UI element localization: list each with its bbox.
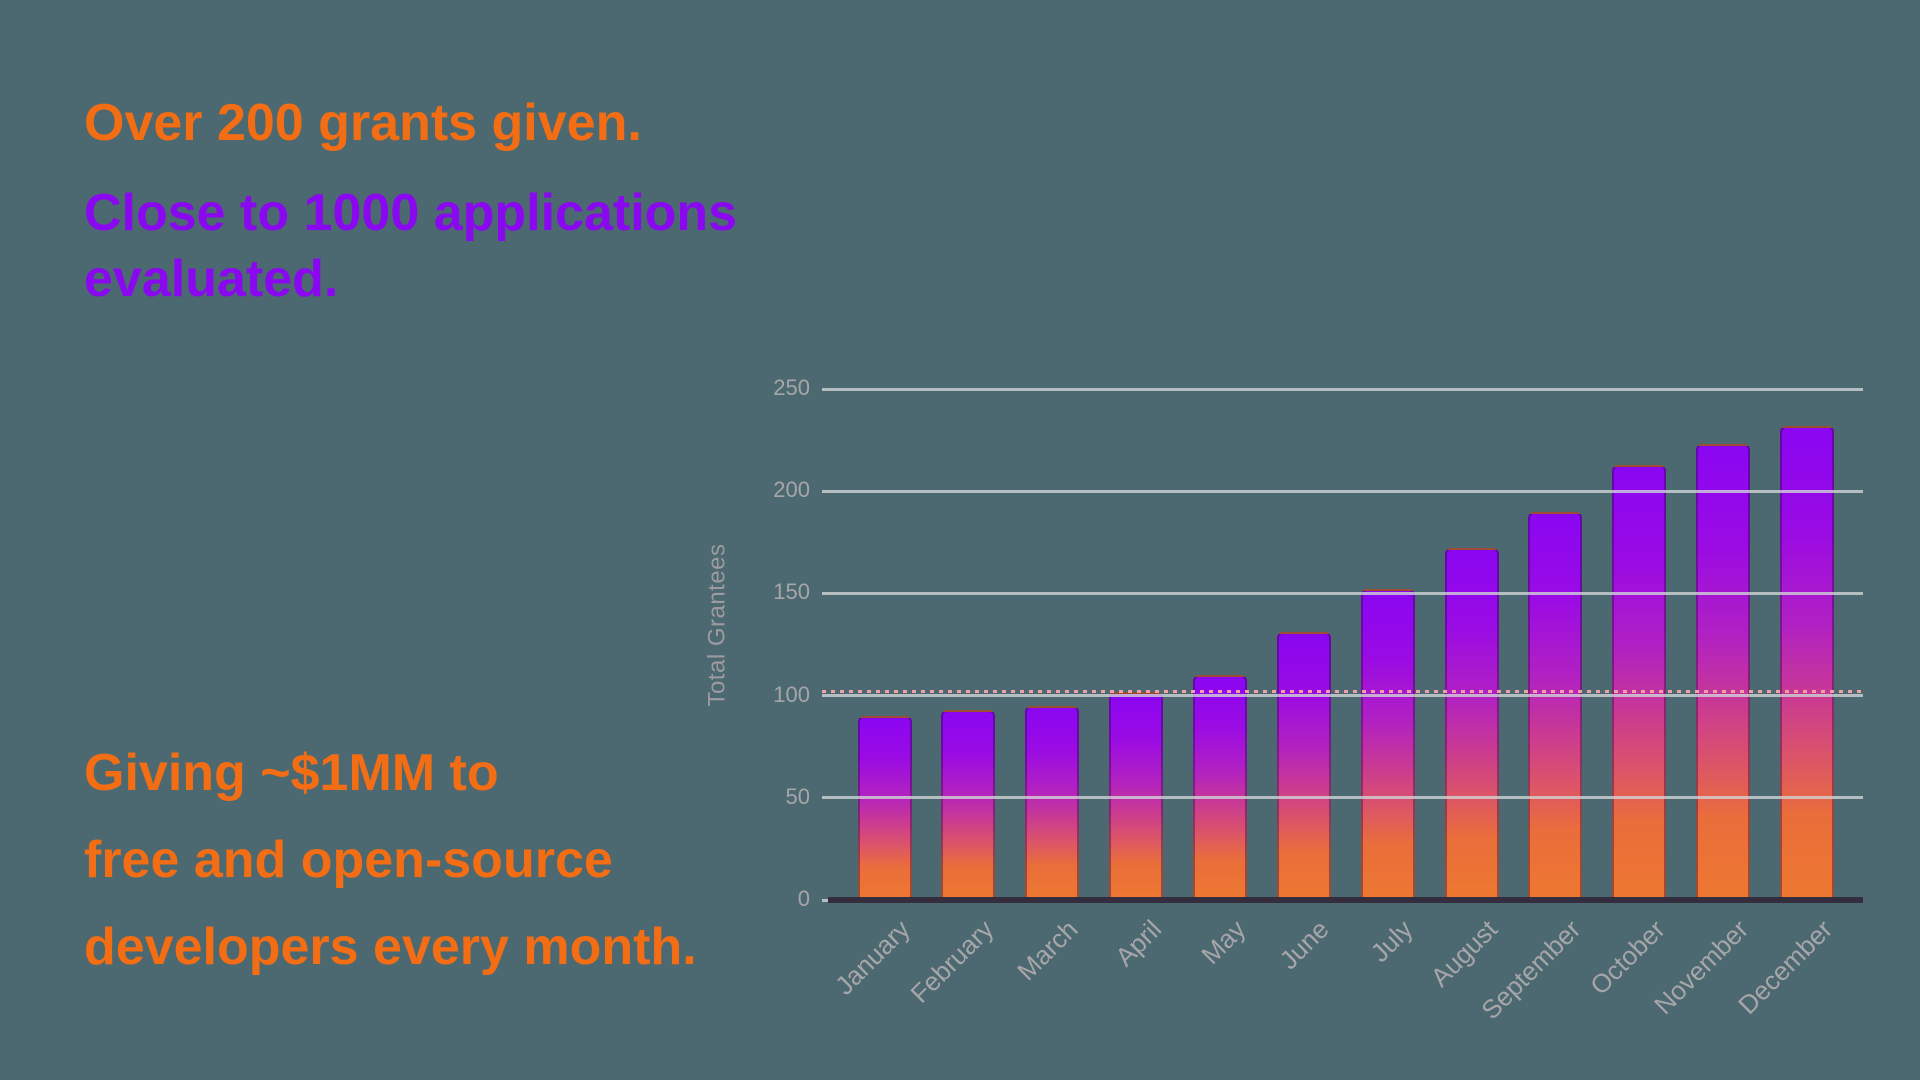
x-label-august: August [1424,914,1503,993]
x-label-april: April [1109,914,1168,972]
gridline-200 [822,489,1863,493]
x-label-march: March [1011,914,1084,987]
total-grantees-bar-chart: Total Grantees 0 50 100 150 200 250 January Feb… [704,350,1863,1025]
headline-giving-line2: free and open-source [84,831,613,889]
headline-giving-line3: developers every month. [84,918,697,976]
y-tick-50: 50 [785,783,810,809]
headline-giving: Giving ~$1MM to free and open-source dev… [84,730,697,991]
bar-october [1612,464,1667,900]
y-axis-tick-0 [822,898,832,902]
gridline-250 [822,387,1863,391]
bar-may [1192,675,1247,900]
headline-grants: Over 200 grants given. [84,94,642,152]
bar-january [857,716,912,900]
bar-march [1025,705,1080,900]
y-tick-250: 250 [773,375,810,400]
x-label-may: May [1195,914,1252,970]
y-tick-100: 100 [773,681,810,707]
bar-april [1109,691,1164,900]
bar-december [1779,425,1834,900]
x-axis-line [828,897,1863,903]
headline-giving-line1: Giving ~$1MM to [84,744,499,802]
bar-september [1528,511,1583,900]
headline-applications: Close to 1000 applications evaluated. [84,180,737,312]
bar-february [941,709,996,900]
y-axis-title-text: Total Grantees [704,543,731,707]
headline-applications-line2: evaluated. [84,250,339,308]
bar-june [1276,632,1331,900]
bar-november [1696,444,1751,900]
headline-applications-line1: Close to 1000 applications [84,184,738,242]
gridline-50 [822,796,1863,800]
gridline-150 [822,591,1863,595]
y-tick-150: 150 [773,579,810,605]
bar-august [1444,548,1499,900]
y-tick-0: 0 [797,886,810,911]
y-tick-200: 200 [773,477,810,503]
plot-area: 0 50 100 150 200 250 January February March April… [773,350,1863,1025]
x-label-july: July [1364,914,1419,968]
gridline-100 [822,694,1863,698]
reference-line-100 [822,690,1863,694]
x-label-january: January [829,914,916,1001]
bar-july [1360,589,1415,900]
x-label-june: June [1273,914,1336,976]
y-axis-title: Total Grantees [700,350,736,900]
x-label-february: February [904,914,1000,1009]
